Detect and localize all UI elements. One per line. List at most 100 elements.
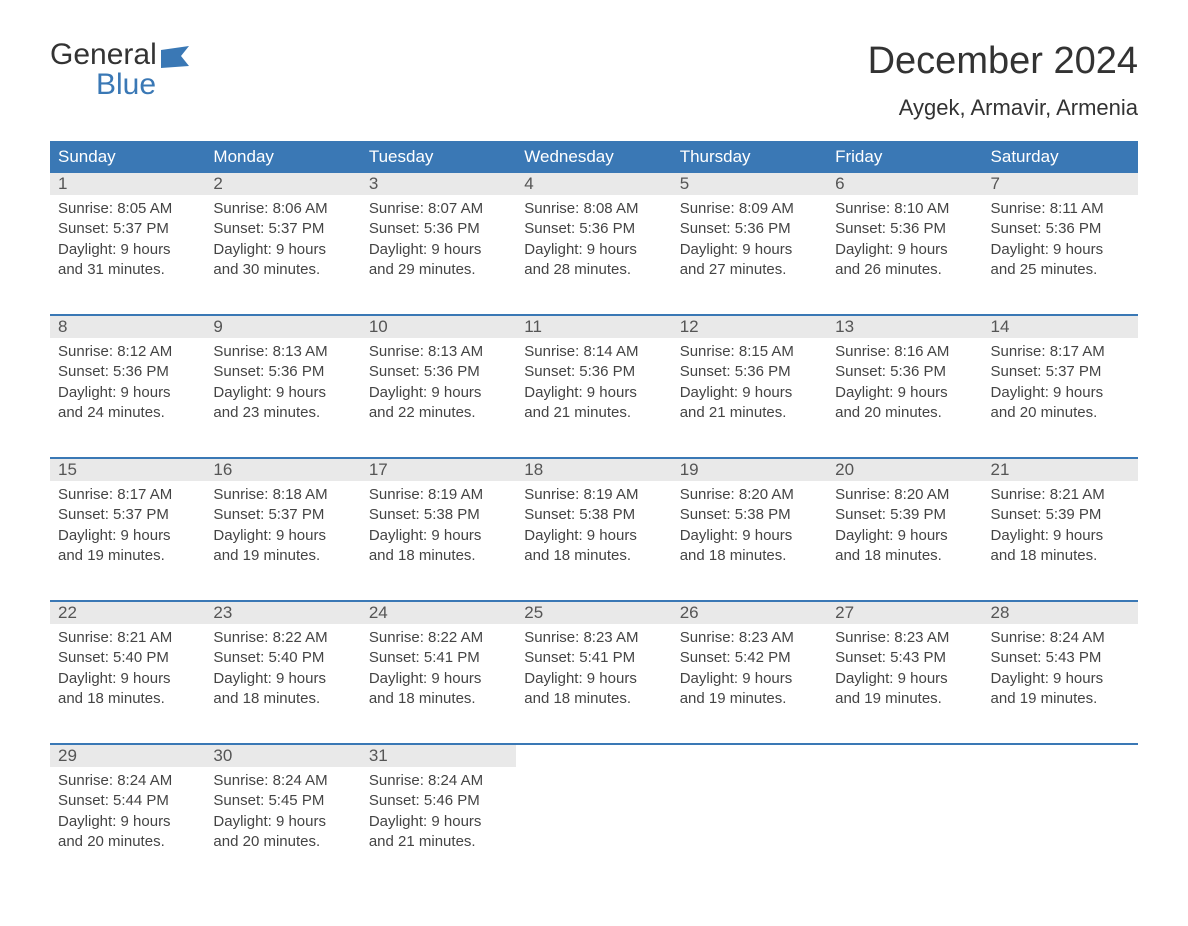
- sunrise-text: Sunrise: 8:19 AM: [369, 485, 508, 505]
- calendar-cell: 19Sunrise: 8:20 AMSunset: 5:38 PMDayligh…: [672, 459, 827, 572]
- calendar-cell: 10Sunrise: 8:13 AMSunset: 5:36 PMDayligh…: [361, 316, 516, 429]
- sunrise-text: Sunrise: 8:10 AM: [835, 199, 974, 219]
- cell-body: Sunrise: 8:23 AMSunset: 5:42 PMDaylight:…: [672, 624, 827, 715]
- daylight-text-2: and 19 minutes.: [835, 689, 974, 709]
- sunrise-text: Sunrise: 8:22 AM: [213, 628, 352, 648]
- logo-text-top: General: [50, 40, 157, 70]
- sunrise-text: Sunrise: 8:09 AM: [680, 199, 819, 219]
- sunset-text: Sunset: 5:41 PM: [369, 648, 508, 668]
- sunset-text: Sunset: 5:39 PM: [991, 505, 1130, 525]
- cell-body: Sunrise: 8:15 AMSunset: 5:36 PMDaylight:…: [672, 338, 827, 429]
- calendar-cell: 31Sunrise: 8:24 AMSunset: 5:46 PMDayligh…: [361, 745, 516, 858]
- calendar-cell: 18Sunrise: 8:19 AMSunset: 5:38 PMDayligh…: [516, 459, 671, 572]
- sunset-text: Sunset: 5:44 PM: [58, 791, 197, 811]
- day-number: 15: [50, 459, 205, 481]
- calendar-cell: [672, 745, 827, 858]
- daylight-text-1: Daylight: 9 hours: [991, 383, 1130, 403]
- sunrise-text: Sunrise: 8:18 AM: [213, 485, 352, 505]
- day-number: 19: [672, 459, 827, 481]
- cell-body: Sunrise: 8:16 AMSunset: 5:36 PMDaylight:…: [827, 338, 982, 429]
- cell-body: Sunrise: 8:23 AMSunset: 5:41 PMDaylight:…: [516, 624, 671, 715]
- sunrise-text: Sunrise: 8:20 AM: [680, 485, 819, 505]
- daylight-text-1: Daylight: 9 hours: [58, 240, 197, 260]
- sunrise-text: Sunrise: 8:05 AM: [58, 199, 197, 219]
- calendar-cell: 13Sunrise: 8:16 AMSunset: 5:36 PMDayligh…: [827, 316, 982, 429]
- daylight-text-1: Daylight: 9 hours: [58, 383, 197, 403]
- cell-body: Sunrise: 8:18 AMSunset: 5:37 PMDaylight:…: [205, 481, 360, 572]
- calendar-cell: 12Sunrise: 8:15 AMSunset: 5:36 PMDayligh…: [672, 316, 827, 429]
- day-number: 8: [50, 316, 205, 338]
- day-header-tue: Tuesday: [361, 141, 516, 173]
- daylight-text-2: and 25 minutes.: [991, 260, 1130, 280]
- calendar-cell: 30Sunrise: 8:24 AMSunset: 5:45 PMDayligh…: [205, 745, 360, 858]
- cell-body: Sunrise: 8:05 AMSunset: 5:37 PMDaylight:…: [50, 195, 205, 286]
- day-number: 31: [361, 745, 516, 767]
- sunset-text: Sunset: 5:38 PM: [369, 505, 508, 525]
- day-number: 12: [672, 316, 827, 338]
- sunset-text: Sunset: 5:38 PM: [680, 505, 819, 525]
- cell-body: Sunrise: 8:09 AMSunset: 5:36 PMDaylight:…: [672, 195, 827, 286]
- day-number: 17: [361, 459, 516, 481]
- sunrise-text: Sunrise: 8:21 AM: [58, 628, 197, 648]
- daylight-text-1: Daylight: 9 hours: [369, 526, 508, 546]
- cell-body: Sunrise: 8:20 AMSunset: 5:38 PMDaylight:…: [672, 481, 827, 572]
- calendar-cell: 25Sunrise: 8:23 AMSunset: 5:41 PMDayligh…: [516, 602, 671, 715]
- daylight-text-1: Daylight: 9 hours: [524, 240, 663, 260]
- sunrise-text: Sunrise: 8:14 AM: [524, 342, 663, 362]
- calendar-cell: 7Sunrise: 8:11 AMSunset: 5:36 PMDaylight…: [983, 173, 1138, 286]
- cell-body: Sunrise: 8:06 AMSunset: 5:37 PMDaylight:…: [205, 195, 360, 286]
- daylight-text-1: Daylight: 9 hours: [835, 383, 974, 403]
- daylight-text-1: Daylight: 9 hours: [369, 383, 508, 403]
- cell-body: Sunrise: 8:07 AMSunset: 5:36 PMDaylight:…: [361, 195, 516, 286]
- day-number: 20: [827, 459, 982, 481]
- calendar-week: 8Sunrise: 8:12 AMSunset: 5:36 PMDaylight…: [50, 314, 1138, 429]
- daylight-text-2: and 21 minutes.: [680, 403, 819, 423]
- cell-body: Sunrise: 8:14 AMSunset: 5:36 PMDaylight:…: [516, 338, 671, 429]
- day-number: 1: [50, 173, 205, 195]
- sunrise-text: Sunrise: 8:23 AM: [524, 628, 663, 648]
- location-text: Aygek, Armavir, Armenia: [868, 95, 1138, 121]
- sunset-text: Sunset: 5:36 PM: [835, 219, 974, 239]
- cell-body: Sunrise: 8:11 AMSunset: 5:36 PMDaylight:…: [983, 195, 1138, 286]
- cell-body: Sunrise: 8:08 AMSunset: 5:36 PMDaylight:…: [516, 195, 671, 286]
- day-header-wed: Wednesday: [516, 141, 671, 173]
- daylight-text-2: and 31 minutes.: [58, 260, 197, 280]
- calendar-cell: 1Sunrise: 8:05 AMSunset: 5:37 PMDaylight…: [50, 173, 205, 286]
- calendar-cell: 27Sunrise: 8:23 AMSunset: 5:43 PMDayligh…: [827, 602, 982, 715]
- daylight-text-1: Daylight: 9 hours: [835, 240, 974, 260]
- sunset-text: Sunset: 5:39 PM: [835, 505, 974, 525]
- day-number: 23: [205, 602, 360, 624]
- day-number: 24: [361, 602, 516, 624]
- sunrise-text: Sunrise: 8:21 AM: [991, 485, 1130, 505]
- sunrise-text: Sunrise: 8:13 AM: [213, 342, 352, 362]
- daylight-text-2: and 18 minutes.: [369, 689, 508, 709]
- day-number: 13: [827, 316, 982, 338]
- day-number: 21: [983, 459, 1138, 481]
- cell-body: Sunrise: 8:22 AMSunset: 5:40 PMDaylight:…: [205, 624, 360, 715]
- daylight-text-2: and 19 minutes.: [991, 689, 1130, 709]
- sunrise-text: Sunrise: 8:23 AM: [680, 628, 819, 648]
- sunset-text: Sunset: 5:40 PM: [58, 648, 197, 668]
- calendar-cell: [516, 745, 671, 858]
- cell-body: Sunrise: 8:19 AMSunset: 5:38 PMDaylight:…: [516, 481, 671, 572]
- sunset-text: Sunset: 5:36 PM: [680, 362, 819, 382]
- daylight-text-1: Daylight: 9 hours: [58, 526, 197, 546]
- daylight-text-2: and 18 minutes.: [524, 546, 663, 566]
- day-number: 22: [50, 602, 205, 624]
- daylight-text-2: and 27 minutes.: [680, 260, 819, 280]
- logo-text-bottom: Blue: [96, 70, 189, 100]
- day-number: 28: [983, 602, 1138, 624]
- sunrise-text: Sunrise: 8:11 AM: [991, 199, 1130, 219]
- daylight-text-2: and 23 minutes.: [213, 403, 352, 423]
- calendar-cell: 24Sunrise: 8:22 AMSunset: 5:41 PMDayligh…: [361, 602, 516, 715]
- daylight-text-1: Daylight: 9 hours: [369, 812, 508, 832]
- day-number: 4: [516, 173, 671, 195]
- calendar-cell: 15Sunrise: 8:17 AMSunset: 5:37 PMDayligh…: [50, 459, 205, 572]
- daylight-text-1: Daylight: 9 hours: [213, 812, 352, 832]
- sunrise-text: Sunrise: 8:22 AM: [369, 628, 508, 648]
- day-number: 5: [672, 173, 827, 195]
- logo: General Blue: [50, 40, 189, 100]
- cell-body: Sunrise: 8:24 AMSunset: 5:43 PMDaylight:…: [983, 624, 1138, 715]
- cell-body: Sunrise: 8:22 AMSunset: 5:41 PMDaylight:…: [361, 624, 516, 715]
- calendar-cell: 5Sunrise: 8:09 AMSunset: 5:36 PMDaylight…: [672, 173, 827, 286]
